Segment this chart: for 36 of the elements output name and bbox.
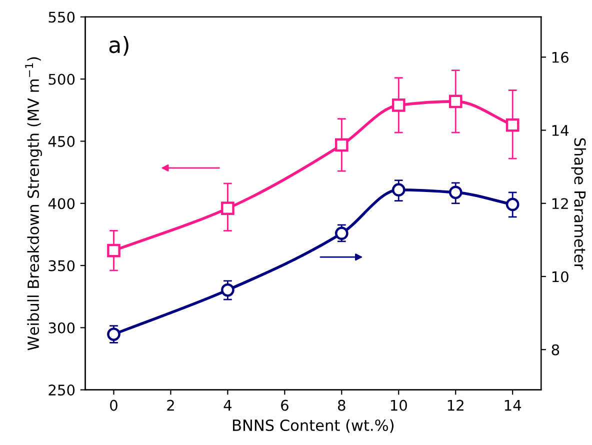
- point: [107, 328, 120, 341]
- y2-tick-label: 14: [552, 125, 569, 136]
- x-tick-label: 8: [338, 400, 346, 411]
- y-axis-title: Weibull Breakdown Strength (MV m$^{−1}$): [25, 57, 42, 350]
- x-axis-title: BNNS Content (wt.%): [233, 419, 394, 433]
- y-tick-label: 550: [48, 12, 75, 23]
- point: [506, 118, 520, 132]
- y2-tick-label: 8: [552, 344, 560, 356]
- point: [392, 98, 406, 112]
- point: [506, 198, 520, 212]
- x-tick-label: 6: [281, 400, 288, 411]
- x-tick-label: 2: [167, 400, 174, 411]
- y-tick-label: 350: [48, 260, 75, 272]
- point: [334, 138, 348, 152]
- x-tick-label: 10: [390, 400, 407, 411]
- point: [448, 186, 462, 200]
- y-tick-label: 400: [48, 198, 75, 210]
- y2-tick-label: 12: [552, 198, 568, 209]
- y-tick-label: 500: [48, 74, 75, 85]
- point: [448, 94, 462, 108]
- annotation: a): [109, 36, 128, 56]
- point: [334, 226, 348, 240]
- y2-tick-label: 10: [552, 271, 568, 282]
- point: [392, 183, 406, 197]
- y-tick-label: 250: [48, 384, 75, 396]
- y2-tick-label: 16: [552, 52, 568, 63]
- x-tick-label: 12: [448, 400, 464, 411]
- x-tick-label: 14: [504, 400, 522, 411]
- x-tick-label: 4: [224, 400, 232, 411]
- y-tick-label: 300: [48, 322, 75, 334]
- y2-axis-title: Shape Parameter: [571, 138, 586, 270]
- point: [221, 283, 234, 297]
- y-tick-label: 450: [48, 136, 75, 147]
- x-tick-label: 0: [110, 400, 118, 411]
- point: [107, 244, 120, 258]
- point: [221, 202, 234, 216]
